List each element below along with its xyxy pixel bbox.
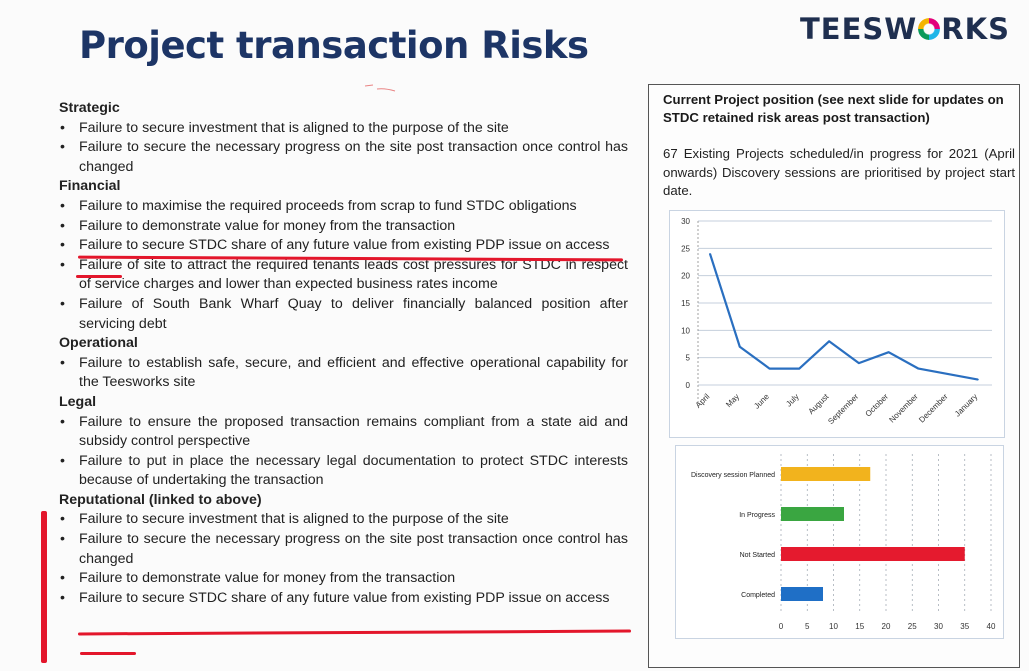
list-item: Failure of South Bank Wharf Quay to deli… [58, 295, 628, 334]
list-item: Failure to secure the necessary progress… [58, 138, 628, 177]
red-underline-annotation [77, 629, 632, 636]
data-point [798, 367, 801, 370]
list-item-underlined: Failure to secure STDC share of any futu… [58, 236, 628, 256]
x-tick-label: 0 [779, 622, 784, 631]
section-heading-financial: Financial [59, 178, 121, 195]
red-underline-annotation [76, 275, 122, 278]
x-tick-label: January [953, 392, 979, 418]
x-tick-label: 20 [882, 622, 891, 631]
logo-ring-icon [918, 18, 941, 40]
x-tick-label: 25 [908, 622, 917, 631]
data-point [709, 253, 711, 255]
data-point [738, 345, 741, 348]
list-item: Failure to ensure the proposed transacti… [58, 413, 628, 452]
bar [781, 547, 965, 561]
bar [781, 467, 871, 481]
data-point [917, 367, 920, 370]
section-heading-operational: Operational [59, 335, 138, 352]
data-point [858, 362, 860, 364]
list-item-underlined: Failure to secure STDC share of any futu… [58, 589, 628, 609]
pen-scribble-mark [364, 84, 396, 92]
financial-list: Failure to maximise the required proceed… [58, 197, 628, 334]
list-item: Failure to demonstrate value for money f… [58, 217, 628, 237]
bar [781, 587, 823, 601]
x-tick-label: 40 [987, 622, 996, 631]
project-status-bar-chart: 0 5 10 15 20 25 30 35 40 Discovery session Planne… [675, 445, 1004, 639]
category-label: Not Started [740, 552, 776, 559]
x-tick-label: 30 [934, 622, 943, 631]
risk-list: Strategic Failure to secure investment t… [58, 99, 628, 608]
x-tick-label: September [826, 392, 860, 426]
line-chart-svg: 0 5 10 15 20 25 30 April May June July AugustSeptem… [681, 217, 992, 426]
list-item: Failure to secure the necessary progress… [58, 530, 628, 569]
x-tick-label: November [887, 392, 920, 425]
operational-list: Failure to establish safe, secure, and e… [58, 354, 628, 393]
list-item: Failure of site to attract the required … [58, 256, 628, 295]
section-heading-reputational: Reputational (linked to above) [59, 491, 262, 508]
x-tick-label: July [784, 392, 800, 408]
x-tick-label: October [864, 392, 891, 419]
data-point [768, 367, 771, 370]
reputational-list: Failure to secure investment that is ali… [58, 510, 628, 608]
x-tick-label: August [807, 392, 832, 417]
category-label: In Progress [739, 512, 775, 519]
list-item: Failure to secure investment that is ali… [58, 119, 628, 139]
y-tick-label: 20 [681, 272, 690, 281]
list-item: Failure to demonstrate value for money f… [58, 569, 628, 589]
section-heading-legal: Legal [59, 393, 97, 410]
y-tick-label: 30 [681, 217, 690, 226]
section-heading-strategic: Strategic [59, 100, 120, 116]
data-point [947, 373, 950, 375]
x-tick-label: 5 [805, 622, 810, 631]
list-item: Failure to put in place the necessary le… [58, 452, 628, 491]
legal-list: Failure to ensure the proposed transacti… [58, 413, 628, 491]
list-item: Failure to secure investment that is ali… [58, 510, 628, 530]
y-tick-label: 10 [681, 326, 690, 335]
x-tick-label: June [752, 392, 771, 411]
x-tick-label: May [724, 392, 741, 409]
list-item: Failure to maximise the required proceed… [58, 197, 628, 217]
bar [781, 507, 844, 521]
teesworks-logo: TEESW RKS [800, 12, 1010, 46]
logo-text-start: TEESW [800, 12, 918, 46]
data-point [828, 340, 830, 343]
monthly-projects-line-chart: 0 5 10 15 20 25 30 April May June July August Septem… [669, 210, 1005, 438]
y-tick-label: 5 [686, 354, 691, 363]
logo-text-end: RKS [941, 12, 1010, 46]
data-point [887, 351, 890, 353]
x-tick-label: 15 [855, 622, 864, 631]
strategic-list: Failure to secure investment that is ali… [58, 119, 628, 178]
series-line [708, 253, 979, 381]
x-tick-label: April [694, 392, 712, 410]
page-title: Project transaction Risks [79, 24, 589, 67]
panel-text: 67 Existing Projects scheduled/in progre… [663, 146, 1015, 198]
y-tick-label: 25 [681, 244, 690, 253]
y-tick-label: 15 [681, 299, 690, 308]
list-item: Failure to establish safe, secure, and e… [58, 354, 628, 393]
x-tick-label: 10 [829, 622, 838, 631]
red-underline-annotation [80, 652, 136, 655]
y-tick-label: 0 [686, 381, 691, 390]
category-label: Completed [741, 592, 775, 599]
data-point [977, 378, 979, 381]
category-label: Discovery session Planned [691, 472, 775, 479]
red-margin-bracket-annotation [41, 511, 47, 663]
bar-chart-svg: 0 5 10 15 20 25 30 35 40 Discovery session Planne… [691, 454, 996, 631]
x-tick-label: 35 [960, 622, 969, 631]
panel-heading: Current Project position (see next slide… [663, 92, 1004, 125]
x-tick-label: December [917, 392, 950, 425]
